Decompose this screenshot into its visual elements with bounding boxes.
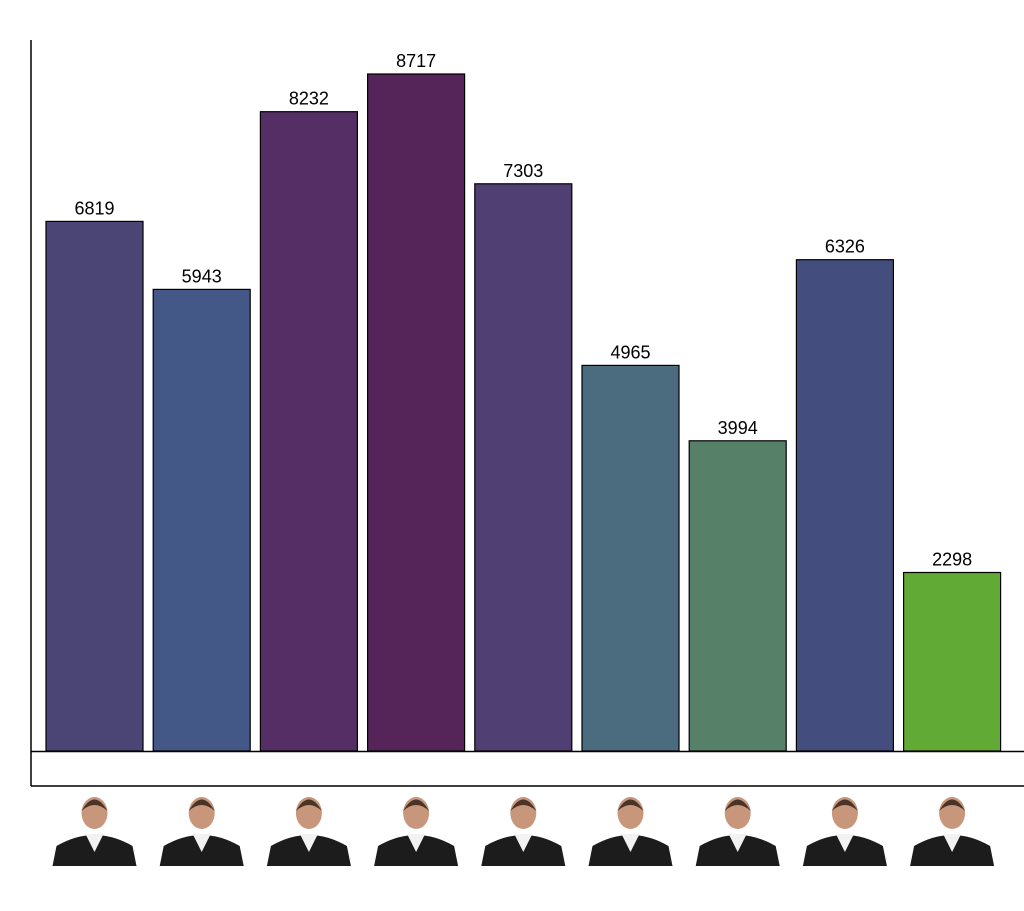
data-label: 5943 [182, 266, 222, 286]
data-label: 3994 [718, 418, 758, 438]
data-label: 8232 [289, 89, 329, 109]
bar [259, 111, 358, 752]
bar [581, 364, 680, 752]
data-label: 4965 [610, 342, 650, 362]
portrait-icon [910, 797, 995, 866]
bar [152, 288, 251, 752]
portrait-icon [802, 797, 887, 866]
data-labels-group: 6819 5943 8232 8717 7303 4965 3994 6326 2298 [74, 51, 972, 570]
data-label: 6819 [74, 198, 114, 218]
bar [688, 440, 787, 752]
bar [902, 571, 1002, 752]
axes-group [30, 40, 1024, 787]
bar [367, 73, 466, 752]
portrait-icon [266, 797, 351, 866]
data-label: 6326 [825, 237, 865, 257]
portrait-icon [159, 797, 244, 866]
data-label: 8717 [396, 51, 436, 71]
x-tick-icons-group [52, 797, 995, 866]
bar [795, 259, 895, 752]
bars-group [45, 73, 1002, 752]
portrait-icon [52, 797, 137, 866]
data-label: 2298 [932, 550, 972, 570]
portrait-icon [374, 797, 459, 866]
data-label: 7303 [503, 161, 543, 181]
bar [45, 220, 144, 752]
portrait-icon [481, 797, 566, 866]
portrait-icon [588, 797, 673, 866]
portrait-icon [695, 797, 780, 866]
bar [474, 183, 573, 752]
